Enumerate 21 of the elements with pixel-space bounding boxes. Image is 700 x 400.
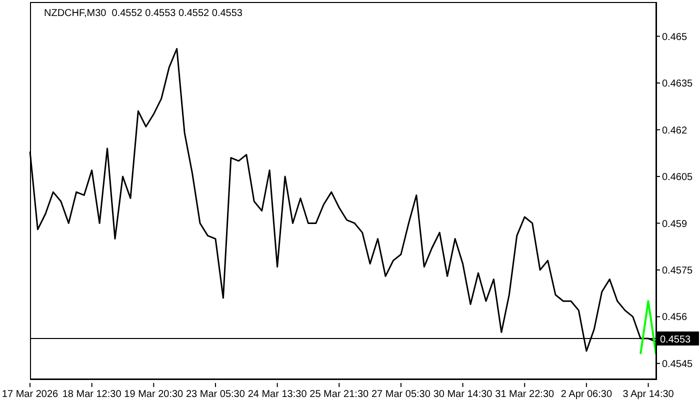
x-tick-label: 17 Mar 2026 xyxy=(2,389,59,400)
x-tick-label: 30 Mar 14:30 xyxy=(433,389,493,400)
y-tick-label: 0.4545 xyxy=(662,358,694,370)
y-tick-label: 0.4575 xyxy=(662,266,694,276)
y-tick-label: 0.4635 xyxy=(662,78,694,90)
x-tick-label: 19 Mar 20:30 xyxy=(124,389,184,400)
x-tick-label: 3 Apr 14:30 xyxy=(622,389,674,400)
x-tick-label: 31 Mar 22:30 xyxy=(495,389,555,400)
text: NZDCHF,M30 0.4552 0.4553 0.4552 0.4553 xyxy=(44,8,242,19)
y-tick-label: 0.465 xyxy=(662,32,688,43)
x-tick-label: 2 Apr 06:30 xyxy=(560,389,612,400)
y-tick-label: 0.4605 xyxy=(662,172,694,184)
x-tick-label: 18 Mar 12:30 xyxy=(62,389,122,400)
x-tick-label: 27 Mar 05:30 xyxy=(371,389,431,400)
y-tick-label: 0.459 xyxy=(662,218,688,230)
y-tick-label: 0.462 xyxy=(662,125,688,136)
x-tick-label: 25 Mar 21:30 xyxy=(310,389,370,400)
x-tick-label: 24 Mar 13:30 xyxy=(248,389,308,400)
y-tick-label: 0.456 xyxy=(662,312,688,324)
x-tick-label: 23 Mar 05:30 xyxy=(186,389,246,400)
ref-line-label: 0.4553 xyxy=(660,334,692,346)
